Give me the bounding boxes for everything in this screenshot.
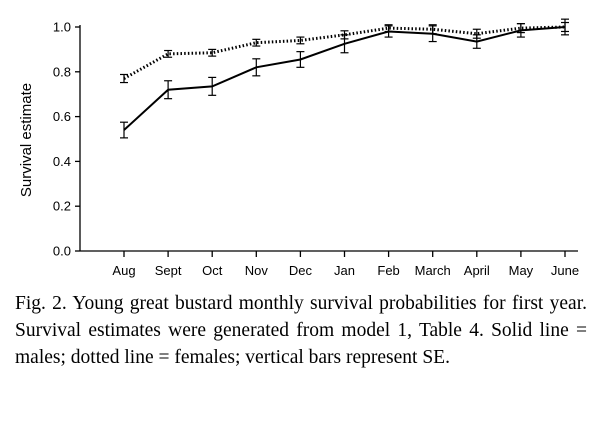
error-bar	[472, 28, 481, 39]
error-bar	[252, 58, 261, 77]
y-tick-label: 0.6	[53, 109, 71, 124]
error-bar	[428, 24, 437, 35]
error-bar	[208, 48, 217, 57]
error-bar	[208, 76, 217, 96]
chart-marks	[120, 18, 569, 139]
x-tick-label: Dec	[289, 263, 313, 278]
y-tick-label: 0.8	[53, 64, 71, 79]
x-tick-label: May	[509, 263, 534, 278]
survival-chart: 0.0 0.2 0.4 0.6 0.8 1.0 Aug Sept Oct Nov Dec Jan Feb…	[18, 18, 579, 279]
x-tick-label: Nov	[245, 263, 269, 278]
error-bar	[120, 121, 128, 139]
x-tick-label: April	[464, 263, 490, 278]
error-bar	[561, 21, 569, 33]
y-axis-label: Survival estimate	[18, 83, 35, 197]
x-tick-label: March	[415, 263, 451, 278]
y-tick-label: 1.0	[53, 20, 71, 35]
y-tick-label: 0.4	[53, 154, 71, 169]
x-tick-label: June	[551, 263, 579, 278]
figure-caption: Fig. 2. Young great bustard monthly surv…	[15, 293, 587, 368]
x-tick-label: Feb	[377, 263, 399, 278]
x-tick-label: Jan	[334, 263, 355, 278]
error-bar	[296, 36, 305, 45]
x-tick-label: Oct	[202, 263, 223, 278]
error-bar	[384, 24, 393, 33]
series-dotted	[120, 21, 569, 84]
error-bar	[164, 80, 173, 100]
error-bar	[340, 30, 349, 40]
chart-axes: 0.0 0.2 0.4 0.6 0.8 1.0 Aug Sept Oct Nov Dec Jan Feb…	[53, 20, 579, 279]
x-tick-label: Aug	[112, 263, 135, 278]
x-tick-label: Sept	[155, 263, 182, 278]
error-bar	[120, 73, 128, 84]
error-bar	[164, 49, 173, 58]
y-tick-label: 0.0	[53, 244, 71, 259]
error-bar	[252, 38, 261, 47]
error-bar	[296, 51, 305, 68]
y-tick-label: 0.2	[53, 199, 71, 214]
error-bar	[516, 23, 525, 34]
